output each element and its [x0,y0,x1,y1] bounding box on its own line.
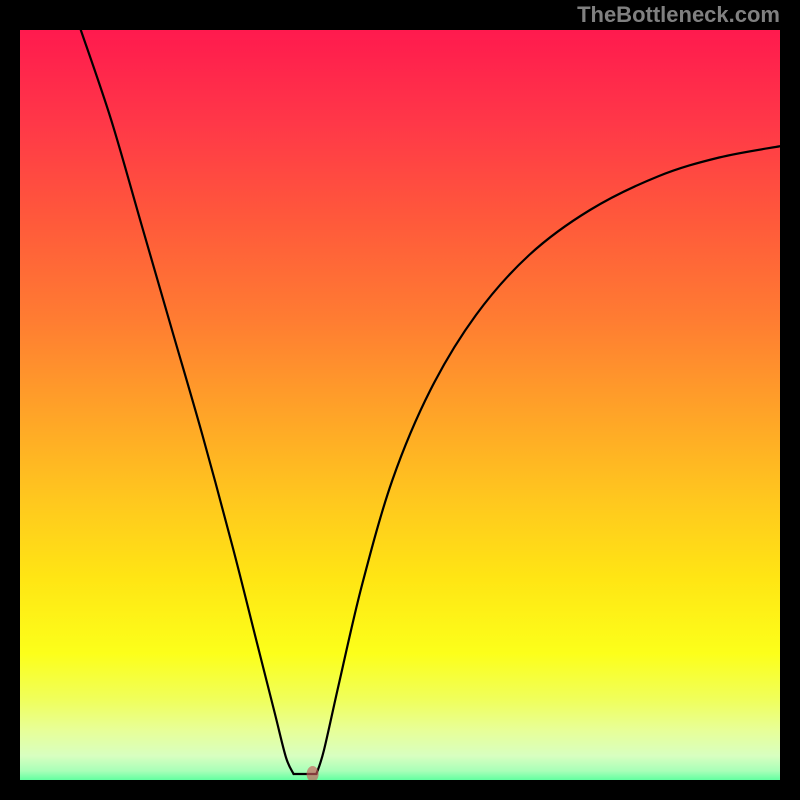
plot-area [20,30,780,780]
gradient-background [20,30,780,780]
chart-frame: TheBottleneck.com [0,0,800,800]
watermark-text: TheBottleneck.com [577,2,780,28]
